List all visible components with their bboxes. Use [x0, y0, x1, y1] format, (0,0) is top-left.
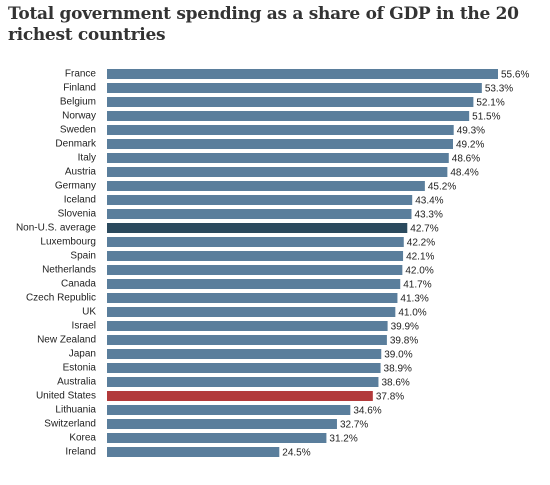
bar — [107, 335, 387, 345]
category-label: Belgium — [60, 97, 96, 108]
category-label: Netherlands — [42, 265, 96, 276]
bar — [107, 363, 381, 373]
value-label: 38.6% — [381, 378, 409, 389]
category-label: Austria — [65, 167, 97, 178]
bar — [107, 181, 425, 191]
bar — [107, 447, 280, 457]
category-label: Spain — [70, 251, 96, 262]
bar — [107, 237, 404, 247]
bar — [107, 167, 448, 177]
value-label: 42.7% — [410, 224, 438, 235]
value-label: 43.4% — [415, 196, 443, 207]
bar — [107, 111, 470, 121]
value-label: 43.3% — [415, 210, 443, 221]
bar — [107, 349, 382, 359]
category-label: Finland — [63, 83, 96, 94]
bar — [107, 223, 408, 233]
value-label: 45.2% — [428, 182, 456, 193]
value-label: 24.5% — [282, 448, 310, 459]
value-label: 39.0% — [384, 350, 412, 361]
value-label: 34.6% — [353, 406, 381, 417]
value-label: 42.1% — [406, 252, 434, 263]
bar — [107, 97, 474, 107]
value-label: 37.8% — [376, 392, 404, 403]
category-label: Slovenia — [58, 209, 97, 220]
value-label: 49.2% — [456, 140, 484, 151]
bar — [107, 153, 449, 163]
value-label: 31.2% — [329, 434, 357, 445]
value-label: 41.7% — [403, 280, 431, 291]
value-label: 41.0% — [398, 308, 426, 319]
value-label: 42.2% — [407, 238, 435, 249]
value-label: 32.7% — [340, 420, 368, 431]
chart-title: Total government spending as a share of … — [8, 4, 519, 45]
category-label: New Zealand — [37, 335, 96, 346]
value-label: 48.4% — [450, 168, 478, 179]
category-label: Canada — [61, 279, 96, 290]
bar — [107, 209, 412, 219]
category-label: Denmark — [55, 139, 97, 150]
value-label: 41.3% — [400, 294, 428, 305]
value-label: 53.3% — [485, 84, 513, 95]
category-label: Sweden — [60, 125, 96, 136]
value-label: 52.1% — [476, 98, 504, 109]
category-label: United States — [36, 391, 96, 402]
category-label: Czech Republic — [26, 293, 96, 304]
category-label: France — [65, 69, 97, 80]
bar — [107, 265, 403, 275]
value-label: 48.6% — [452, 154, 480, 165]
bar — [107, 83, 482, 93]
category-label: Ireland — [65, 447, 96, 458]
category-label: Iceland — [64, 195, 96, 206]
category-label: Italy — [78, 153, 96, 164]
bar — [107, 293, 398, 303]
bar — [107, 139, 453, 149]
bar — [107, 251, 404, 261]
value-label: 42.0% — [405, 266, 433, 277]
category-label: Estonia — [63, 363, 97, 374]
value-label: 51.5% — [472, 112, 500, 123]
bar — [107, 391, 373, 401]
value-label: 55.6% — [501, 70, 529, 81]
bar — [107, 377, 379, 387]
bar — [107, 69, 498, 79]
value-label: 38.9% — [384, 364, 412, 375]
value-label: 39.9% — [391, 322, 419, 333]
bar — [107, 405, 351, 415]
bar — [107, 125, 454, 135]
category-label: Germany — [55, 181, 96, 192]
bar — [107, 307, 396, 317]
category-label: Australia — [57, 377, 96, 388]
category-label: Switzerland — [44, 419, 96, 430]
bar — [107, 195, 413, 205]
category-label: Lithuania — [55, 405, 96, 416]
category-label: Luxembourg — [40, 237, 96, 248]
category-label: Non-U.S. average — [16, 223, 96, 234]
category-label: Korea — [69, 433, 96, 444]
category-label: Norway — [62, 111, 96, 122]
category-label: UK — [82, 307, 96, 318]
value-label: 39.8% — [390, 336, 418, 347]
value-label: 49.3% — [457, 126, 485, 137]
bar — [107, 321, 388, 331]
category-label: Israel — [72, 321, 96, 332]
bar — [107, 419, 337, 429]
category-label: Japan — [69, 349, 96, 360]
bar — [107, 433, 327, 443]
bar — [107, 279, 401, 289]
